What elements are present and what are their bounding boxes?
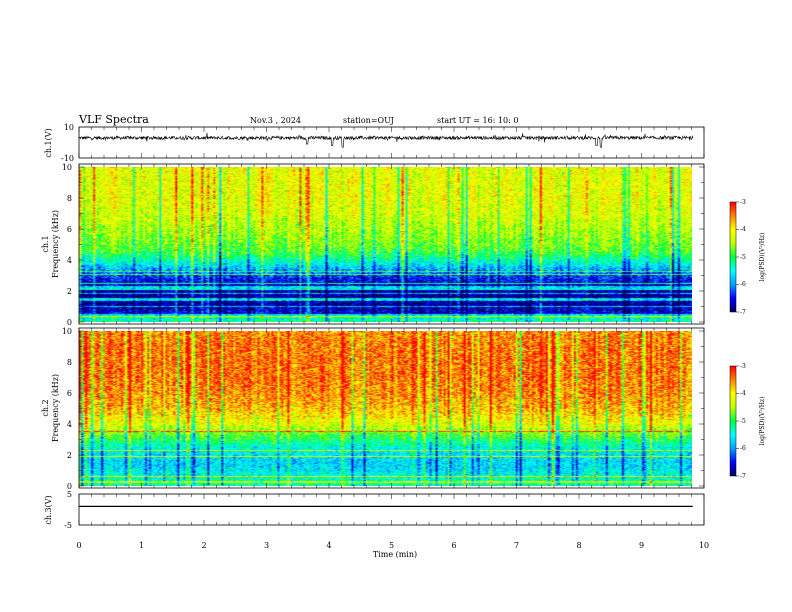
date-label: Nov.3 , 2024 xyxy=(250,116,301,125)
ch1-channel-label: ch.1 xyxy=(41,235,50,252)
ch2-colorbar: -3 -4 -5 -6 -7 log(PSD)(V²/Hz) xyxy=(729,363,766,480)
ch2-cbar-tick-m3: -3 xyxy=(740,363,746,370)
time-tick-label-10: 10 xyxy=(699,541,709,550)
ch2-colorbar-label: log(PSD)(V²/Hz) xyxy=(759,397,766,446)
ch1-ytick-top: 10 xyxy=(64,123,74,132)
ch1-ytick-0: 0 xyxy=(67,318,72,327)
ch1-ytick-8: 8 xyxy=(67,194,72,203)
ch3-waveform-panel: 5 -5 ch.3(V) xyxy=(44,490,705,530)
time-axis-label: Time (min) xyxy=(373,550,417,559)
ch1-colorbar-label: log(PSD)(V²/Hz) xyxy=(759,233,766,282)
ch2-ytick-10: 10 xyxy=(62,327,72,336)
ch2-ytick-8: 8 xyxy=(67,358,72,367)
ch1-ytick-2: 2 xyxy=(67,287,72,296)
ch1-waveform-panel: 10 -10 ch.1(V) xyxy=(44,123,705,163)
ch1-cbar-tick-m7: -7 xyxy=(740,309,746,316)
time-tick-label-9: 9 xyxy=(639,541,644,550)
ch3-waveform-ylabel: ch.3(V) xyxy=(44,495,53,524)
ch2-cbar-tick-m5: -5 xyxy=(740,418,746,425)
ch1-waveform-ticks xyxy=(78,127,705,158)
ch1-waveform-line xyxy=(79,132,694,148)
ch3-waveform-ticks xyxy=(78,494,705,525)
ch1-colorbar-gradient xyxy=(729,201,737,313)
time-tick-label-5: 5 xyxy=(389,541,394,550)
ch1-frequency-tick-labels: 0 2 4 6 8 10 xyxy=(62,163,72,327)
time-tick-label-1: 1 xyxy=(139,541,144,550)
ch1-cbar-tick-m3: -3 xyxy=(740,199,746,206)
ch1-cbar-tick-m5: -5 xyxy=(740,254,746,261)
time-tick-label-8: 8 xyxy=(576,541,581,550)
time-tick-label-7: 7 xyxy=(514,541,519,550)
ch1-ytick-bottom: -10 xyxy=(61,154,74,163)
ch2-colorbar-ticks xyxy=(736,365,739,477)
ch2-spectrogram-image xyxy=(79,331,692,486)
ch1-ytick-4: 4 xyxy=(67,256,72,265)
ch3-ytick-top: 5 xyxy=(67,490,72,499)
ch2-ytick-6: 6 xyxy=(67,389,72,398)
time-axis-tick-labels: 0 1 2 3 4 5 6 7 8 9 10 xyxy=(76,541,709,550)
start-time-label: start UT = 16: 10: 0 xyxy=(437,116,518,125)
ch2-cbar-tick-m6: -6 xyxy=(740,445,746,452)
ch2-ytick-0: 0 xyxy=(67,482,72,491)
ch1-waveform-ylabel: ch.1(V) xyxy=(44,128,53,157)
ch3-ytick-bottom: -5 xyxy=(64,521,72,530)
ch2-colorbar-gradient xyxy=(729,365,737,477)
figure-title: VLF Spectra xyxy=(78,113,149,126)
ch1-colorbar: -3 -4 -5 -6 -7 log(PSD)(V²/Hz) xyxy=(729,199,766,316)
time-tick-label-2: 2 xyxy=(201,541,206,550)
ch1-spectrogram-image xyxy=(79,167,692,322)
time-tick-label-0: 0 xyxy=(76,541,81,550)
ch2-spectrogram-ticks xyxy=(78,328,705,488)
ch2-cbar-tick-m7: -7 xyxy=(740,473,746,480)
ch1-cbar-tick-m6: -6 xyxy=(740,281,746,288)
ch1-spectrogram-ticks xyxy=(78,164,705,324)
ch2-frequency-tick-labels: 0 2 4 6 8 10 xyxy=(62,327,72,491)
ch1-spectrogram-panel: 0 2 4 6 8 10 ch.1 Frequency (kHz) xyxy=(41,163,705,327)
ch1-ytick-10: 10 xyxy=(62,163,72,172)
ch2-ytick-2: 2 xyxy=(67,451,72,460)
time-tick-label-4: 4 xyxy=(326,541,331,550)
ch2-channel-label: ch.2 xyxy=(41,399,50,416)
ch2-spectrogram-panel: 0 2 4 6 8 10 ch.2 Frequency (kHz) xyxy=(41,327,705,491)
ch2-cbar-tick-m4: -4 xyxy=(740,390,746,397)
ch1-ytick-6: 6 xyxy=(67,225,72,234)
ch2-ytick-4: 4 xyxy=(67,420,72,429)
ch1-colorbar-ticks xyxy=(736,201,739,313)
ch1-frequency-axis-label: Frequency (kHz) xyxy=(51,210,60,278)
time-tick-label-6: 6 xyxy=(451,541,456,550)
ch2-frequency-axis-label: Frequency (kHz) xyxy=(51,374,60,442)
time-tick-label-3: 3 xyxy=(264,541,269,550)
station-label: station=OUJ xyxy=(343,116,394,125)
ch1-cbar-tick-m4: -4 xyxy=(740,226,746,233)
